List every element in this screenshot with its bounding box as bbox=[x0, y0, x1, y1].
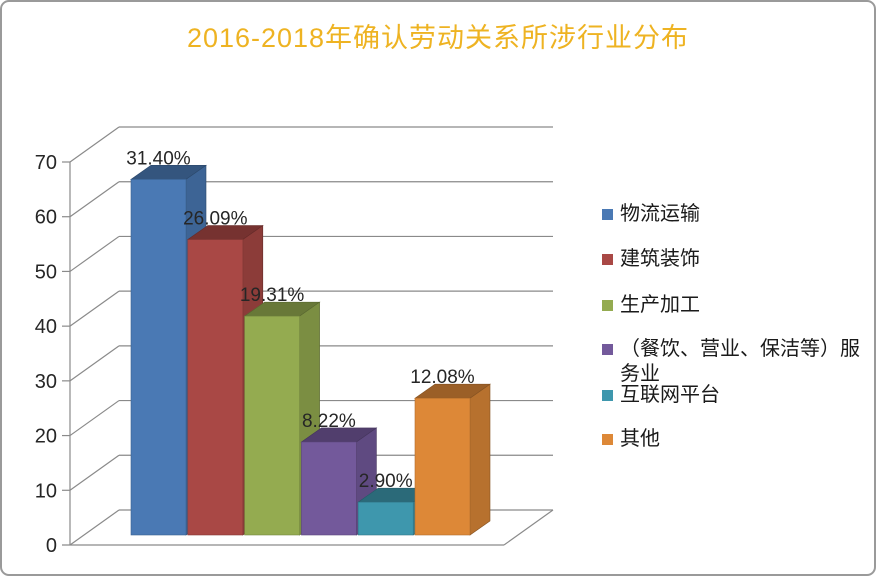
y-axis-label: 50 bbox=[35, 261, 57, 283]
data-label-0: 31.40% bbox=[126, 148, 191, 169]
legend-swatch-icon bbox=[602, 390, 613, 401]
legend-swatch-icon bbox=[602, 209, 613, 220]
data-label-2: 19.31% bbox=[240, 285, 305, 306]
gridline-side bbox=[69, 126, 120, 163]
floor-right-edge bbox=[503, 509, 554, 546]
bar-4 bbox=[357, 501, 414, 536]
y-axis-label: 40 bbox=[35, 316, 57, 338]
data-label-3: 8.22% bbox=[302, 411, 356, 432]
legend-item-2: 生产加工 bbox=[602, 293, 700, 318]
gridline-side bbox=[69, 345, 120, 382]
y-axis-label: 10 bbox=[35, 480, 57, 502]
gridline-side bbox=[69, 235, 120, 272]
legend-item-3: （餐饮、营业、保洁等）服务业 bbox=[602, 337, 868, 387]
chart-title: 2016-2018年确认劳动关系所涉行业分布 bbox=[186, 23, 690, 53]
legend-swatch-icon bbox=[602, 344, 613, 355]
gridline-side bbox=[69, 400, 120, 437]
data-label-1: 26.09% bbox=[183, 209, 248, 230]
legend-item-4: 互联网平台 bbox=[602, 383, 720, 408]
data-label-4: 2.90% bbox=[359, 471, 413, 492]
legend-swatch-icon bbox=[602, 254, 613, 265]
gridline-side bbox=[69, 290, 120, 327]
legend-label: 建筑装饰 bbox=[620, 248, 700, 270]
legend-item-5: 其他 bbox=[602, 427, 660, 452]
y-axis-label: 20 bbox=[35, 426, 57, 448]
legend-item-0: 物流运输 bbox=[602, 202, 700, 227]
bar-5 bbox=[414, 397, 471, 536]
gridline-side bbox=[69, 454, 120, 491]
bar-2 bbox=[244, 315, 300, 536]
y-axis-label: 0 bbox=[46, 535, 57, 557]
legend-label: 其他 bbox=[620, 428, 660, 450]
y-axis-label: 70 bbox=[35, 152, 57, 174]
legend-item-1: 建筑装饰 bbox=[602, 247, 700, 272]
bar-3 bbox=[301, 441, 357, 536]
bar-1 bbox=[187, 239, 244, 536]
y-axis-label: 30 bbox=[35, 371, 57, 393]
y-axis-label: 60 bbox=[35, 207, 57, 229]
legend-swatch-icon bbox=[602, 300, 613, 311]
legend-label: 物流运输 bbox=[620, 203, 700, 225]
data-label-5: 12.08% bbox=[410, 367, 475, 388]
bar-side-face bbox=[469, 383, 491, 536]
legend-swatch-icon bbox=[602, 434, 613, 445]
legend-label: 互联网平台 bbox=[620, 384, 720, 406]
bar-0 bbox=[130, 179, 187, 536]
gridline-side bbox=[69, 509, 120, 546]
gridline-side bbox=[69, 181, 120, 218]
legend-label: 生产加工 bbox=[620, 294, 700, 316]
legend-label: （餐饮、营业、保洁等）服务业 bbox=[620, 338, 860, 385]
